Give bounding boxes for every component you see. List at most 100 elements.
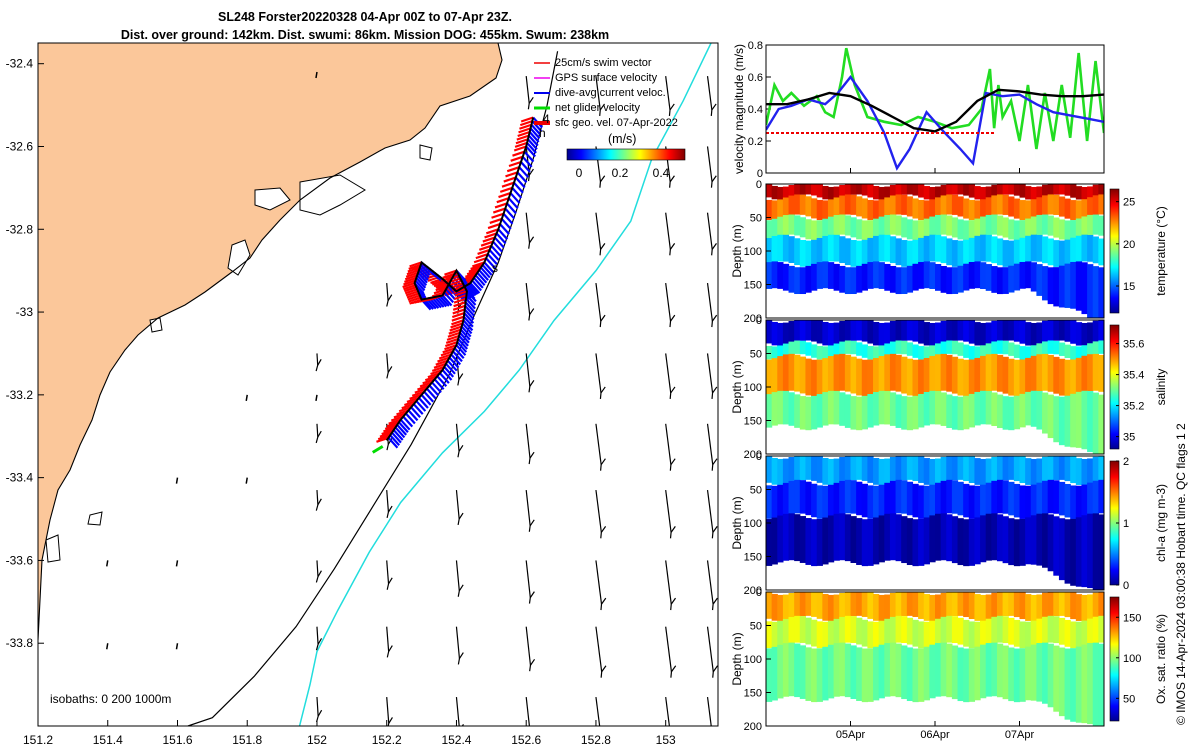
heatmap-cell	[771, 485, 778, 520]
dive-current-vector	[500, 218, 512, 230]
depth-tick-label: 100	[744, 246, 762, 258]
heatmap-cell	[766, 394, 773, 428]
heatmap-cell	[771, 358, 778, 395]
heatmap-cell	[839, 341, 846, 355]
heatmap-cell	[867, 237, 874, 265]
title-line-2: Dist. over ground: 142km. Dist. swumi: 8…	[120, 28, 610, 42]
swim-vector	[453, 301, 466, 308]
heatmap-cell	[1019, 518, 1026, 566]
geo-velocity-arrow	[316, 626, 319, 645]
heatmap-cell	[923, 391, 930, 426]
heatmap-cell	[884, 186, 891, 200]
heatmap-cell	[856, 320, 863, 341]
heatmap-cell	[856, 592, 863, 616]
heatmap-cell	[788, 265, 795, 293]
swim-vector	[433, 362, 447, 369]
heatmap-cell	[805, 342, 812, 356]
heatmap-cell	[1047, 238, 1054, 266]
heatmap-cell	[957, 456, 964, 480]
dive-current-vector	[415, 277, 427, 289]
heatmap-cell	[833, 322, 840, 347]
geo-velocity-arrowhead	[600, 458, 606, 471]
heatmap-cell	[839, 265, 846, 293]
heatmap-cell	[827, 199, 835, 220]
geo-velocity-arrow	[706, 283, 713, 322]
geo-velocity-arrowhead	[669, 525, 676, 539]
heatmap-cell	[940, 184, 947, 199]
heatmap-cell	[935, 322, 942, 346]
heatmap-cell	[1030, 515, 1037, 565]
dive-current-vector	[464, 305, 475, 317]
heatmap-cell	[1098, 643, 1104, 726]
heatmap-cell	[844, 615, 852, 643]
heatmap-cell	[861, 456, 868, 481]
heatmap-cell	[940, 353, 947, 391]
heatmap-cell	[1025, 485, 1032, 520]
heatmap-cell	[799, 184, 807, 195]
heatmap-cell	[889, 265, 897, 293]
heatmap-cell	[766, 238, 773, 265]
heatmap-cell	[1019, 184, 1026, 198]
heatmap-cell	[1013, 592, 1021, 618]
heatmap-cell	[822, 358, 829, 395]
heatmap-cell	[856, 396, 863, 431]
heatmap-cell	[940, 214, 947, 235]
heatmap-cell	[766, 220, 773, 241]
heatmap-cell	[822, 646, 829, 701]
heatmap-cell	[861, 198, 868, 219]
heatmap-cell	[782, 618, 790, 646]
heatmap-cell	[1058, 481, 1066, 516]
depth-tick-label: 100	[744, 382, 762, 394]
heatmap-cell	[889, 616, 897, 644]
heatmap-cell	[827, 515, 835, 563]
heatmap-cell	[1092, 353, 1099, 391]
swim-vector	[444, 341, 458, 348]
heatmap-cell	[1030, 620, 1037, 648]
swim-vector	[404, 288, 418, 295]
swim-vector	[417, 384, 430, 391]
heatmap-cell	[1008, 240, 1015, 268]
geo-velocity-arrowhead	[669, 314, 676, 328]
dive-current-vector	[394, 426, 406, 439]
heatmap-cell	[1036, 643, 1043, 702]
estuary-lakes	[45, 144, 433, 563]
heatmap-cell	[805, 592, 812, 616]
heatmap-cell	[1019, 456, 1026, 484]
dive-current-vector	[452, 350, 463, 363]
heatmap-cell	[963, 320, 970, 342]
heatmap-cell	[957, 647, 964, 702]
geo-velocity-arrowhead	[527, 96, 534, 110]
heatmap-cell	[766, 648, 773, 702]
heatmap-cell	[1075, 218, 1083, 239]
heatmap-cell	[974, 458, 981, 485]
heatmap-cell	[940, 392, 947, 426]
heatmap-cell	[963, 263, 970, 291]
heatmap-cell	[889, 592, 897, 620]
heatmap-cell	[985, 354, 992, 392]
dive-current-vector	[509, 192, 521, 204]
swim-vector	[405, 290, 419, 297]
heatmap-cell	[912, 456, 919, 481]
swim-vector	[424, 375, 438, 382]
geo-velocity-arrow	[595, 560, 603, 605]
dive-current-vector	[485, 257, 496, 269]
heatmap-cell	[794, 194, 801, 215]
heatmap-cell	[923, 235, 930, 263]
heatmap-cell	[946, 184, 953, 197]
swim-vector	[440, 350, 454, 357]
heatmap-cell	[811, 198, 818, 219]
heatmap-cell	[799, 456, 807, 481]
heatmap-cell	[884, 458, 891, 486]
dive-current-vector	[495, 232, 507, 245]
heatmap-cell	[1042, 341, 1049, 355]
heatmap-cell	[766, 359, 773, 397]
dive-current-vector	[443, 366, 455, 378]
heatmap-cell	[1030, 199, 1037, 220]
swim-vector	[408, 263, 422, 271]
geo-velocity-arrow	[665, 489, 672, 533]
heatmap-cell	[912, 320, 919, 342]
depth-axis-label: Depth (m)	[730, 360, 744, 413]
heatmap-cell	[923, 186, 930, 200]
heatmap-cell	[827, 390, 835, 425]
heatmap-cell	[923, 346, 930, 360]
